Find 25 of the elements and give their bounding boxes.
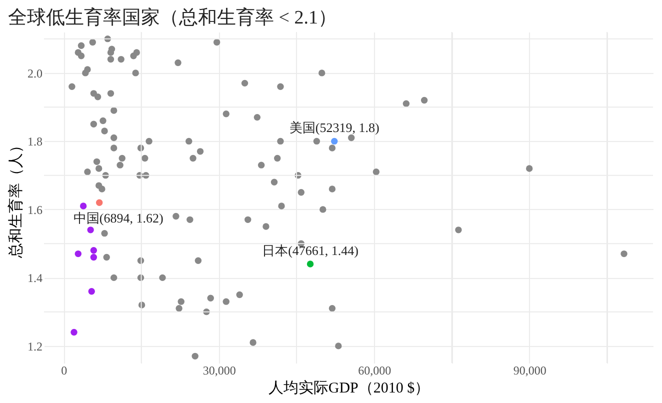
point: [90, 247, 98, 254]
chart-title: 全球低生育率国家（总和生育率 < 2.1）: [8, 6, 337, 28]
point: [70, 328, 78, 336]
point: [74, 250, 82, 258]
x-tick-label: 0: [61, 364, 68, 378]
annotation: 美国(52319, 1.8): [289, 120, 380, 136]
y-tick-label: 1.8: [28, 134, 42, 149]
point: [96, 199, 103, 206]
point: [80, 202, 87, 210]
point: [331, 138, 338, 145]
y-tick-label: 1.2: [28, 339, 42, 354]
y-axis-title: 总和生育率（人）: [8, 138, 24, 259]
x-tick-label: 60,000: [358, 364, 392, 378]
y-tick-label: 2.0: [28, 66, 42, 80]
point: [306, 260, 314, 268]
annotation: 日本(47661, 1.44): [262, 243, 358, 258]
point: [87, 226, 94, 234]
x-axis-title: 人均实际GDP（2010 $）: [268, 380, 430, 396]
point: [90, 254, 98, 261]
annotation: 中国(6894, 1.62): [73, 210, 164, 226]
point: [88, 288, 95, 295]
y-tick-label: 1.4: [28, 271, 42, 286]
y-tick-label: 1.6: [28, 202, 42, 217]
x-tick-label: 30,000: [202, 364, 236, 378]
x-tick-label: 90,000: [513, 364, 546, 378]
